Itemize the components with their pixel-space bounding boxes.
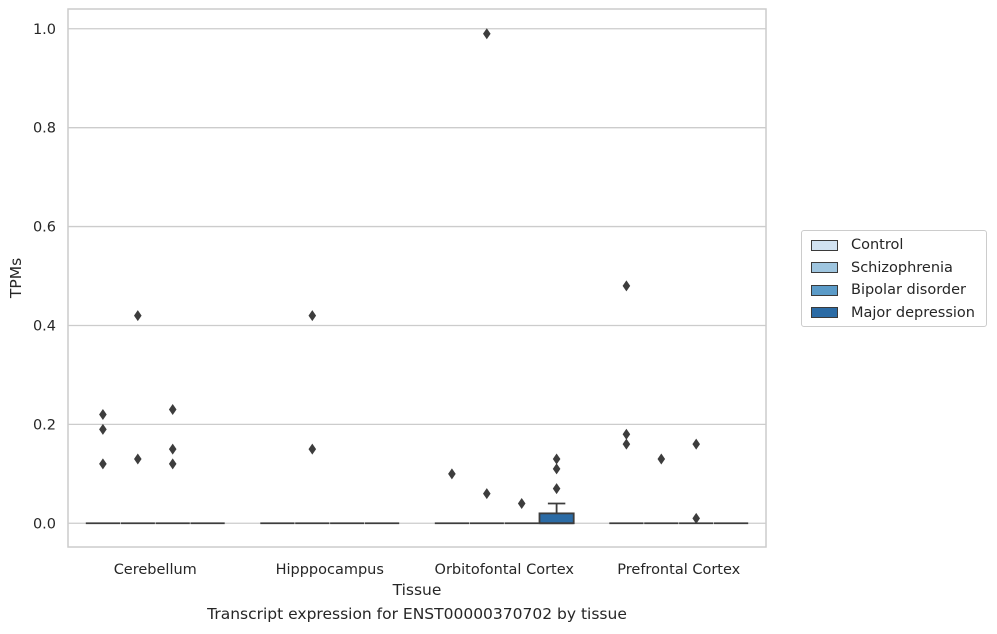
legend-swatch-bipolar-disorder [811,284,838,296]
legend-item-schizophrenia: Schizophrenia [802,257,986,280]
y-tick-label: 0.4 [33,318,56,334]
legend-label-schizophrenia: Schizophrenia [851,259,953,276]
outlier-schizophrenia [134,453,142,465]
x-tick-label-cerebellum: Cerebellum [114,562,197,578]
outliers [99,28,700,524]
outlier-bipolar-disorder [168,404,177,416]
outlier-major-depression [552,453,561,465]
x-tick-labels: Cerebellum Hipppocampus Orbitofontal Corte… [114,562,741,578]
legend: Control Schizophrenia Bipolar disorder M… [801,230,987,327]
outlier-bipolar-disorder [692,438,700,450]
x-tick-label-orbitofontal-cortex: Orbitofontal Cortex [435,562,575,578]
legend-label-major-depression: Major depression [851,304,975,321]
outlier-control [622,428,631,440]
legend-label-bipolar-disorder: Bipolar disorder [851,282,966,299]
legend-item-bipolar-disorder: Bipolar disorder [802,279,986,302]
y-tick-label: 0.6 [33,220,56,236]
y-tick-label: 0.8 [33,121,56,137]
x-tick-label-hipppocampus: Hipppocampus [276,562,384,578]
y-tick-label: 1.0 [33,22,56,38]
x-tick-label-prefrontal-cortex: Prefrontal Cortex [617,562,740,578]
outlier-bipolar-disorder [692,512,700,524]
outlier-control [99,423,107,435]
outlier-major-depression [552,463,561,475]
plot-frame [67,8,767,548]
y-axis-label: TPMs [7,258,25,299]
outlier-bipolar-disorder [168,443,177,455]
outlier-schizophrenia [308,443,317,455]
outlier-control [622,280,631,292]
y-tick-label: 0.2 [33,417,56,433]
outlier-control [99,458,107,470]
outlier-schizophrenia [657,453,666,465]
outlier-control [99,408,107,420]
legend-item-major-depression: Major depression [802,302,986,325]
outlier-schizophrenia [134,310,142,322]
legend-swatch-control [811,239,838,251]
outlier-bipolar-disorder [168,458,177,470]
legend-item-control: Control [802,234,986,257]
plot-area [68,9,766,547]
outlier-major-depression [552,483,561,495]
box-major-depression [538,512,575,525]
chart-caption: Transcript expression for ENST0000037070… [207,605,627,623]
outlier-control [448,468,456,480]
legend-label-control: Control [851,237,904,254]
boxes [85,502,749,525]
y-tick-labels: 0.0 0.2 0.4 0.6 0.8 1.0 [33,22,56,532]
y-tick-label: 0.0 [33,516,56,532]
legend-swatch-schizophrenia [811,262,838,274]
x-axis-label: Tissue [392,581,442,599]
outlier-schizophrenia [308,310,317,322]
legend-swatch-major-depression [811,307,838,319]
outlier-schizophrenia [483,28,491,40]
outlier-schizophrenia [483,488,491,500]
outlier-bipolar-disorder [517,497,526,509]
outlier-control [622,438,631,450]
